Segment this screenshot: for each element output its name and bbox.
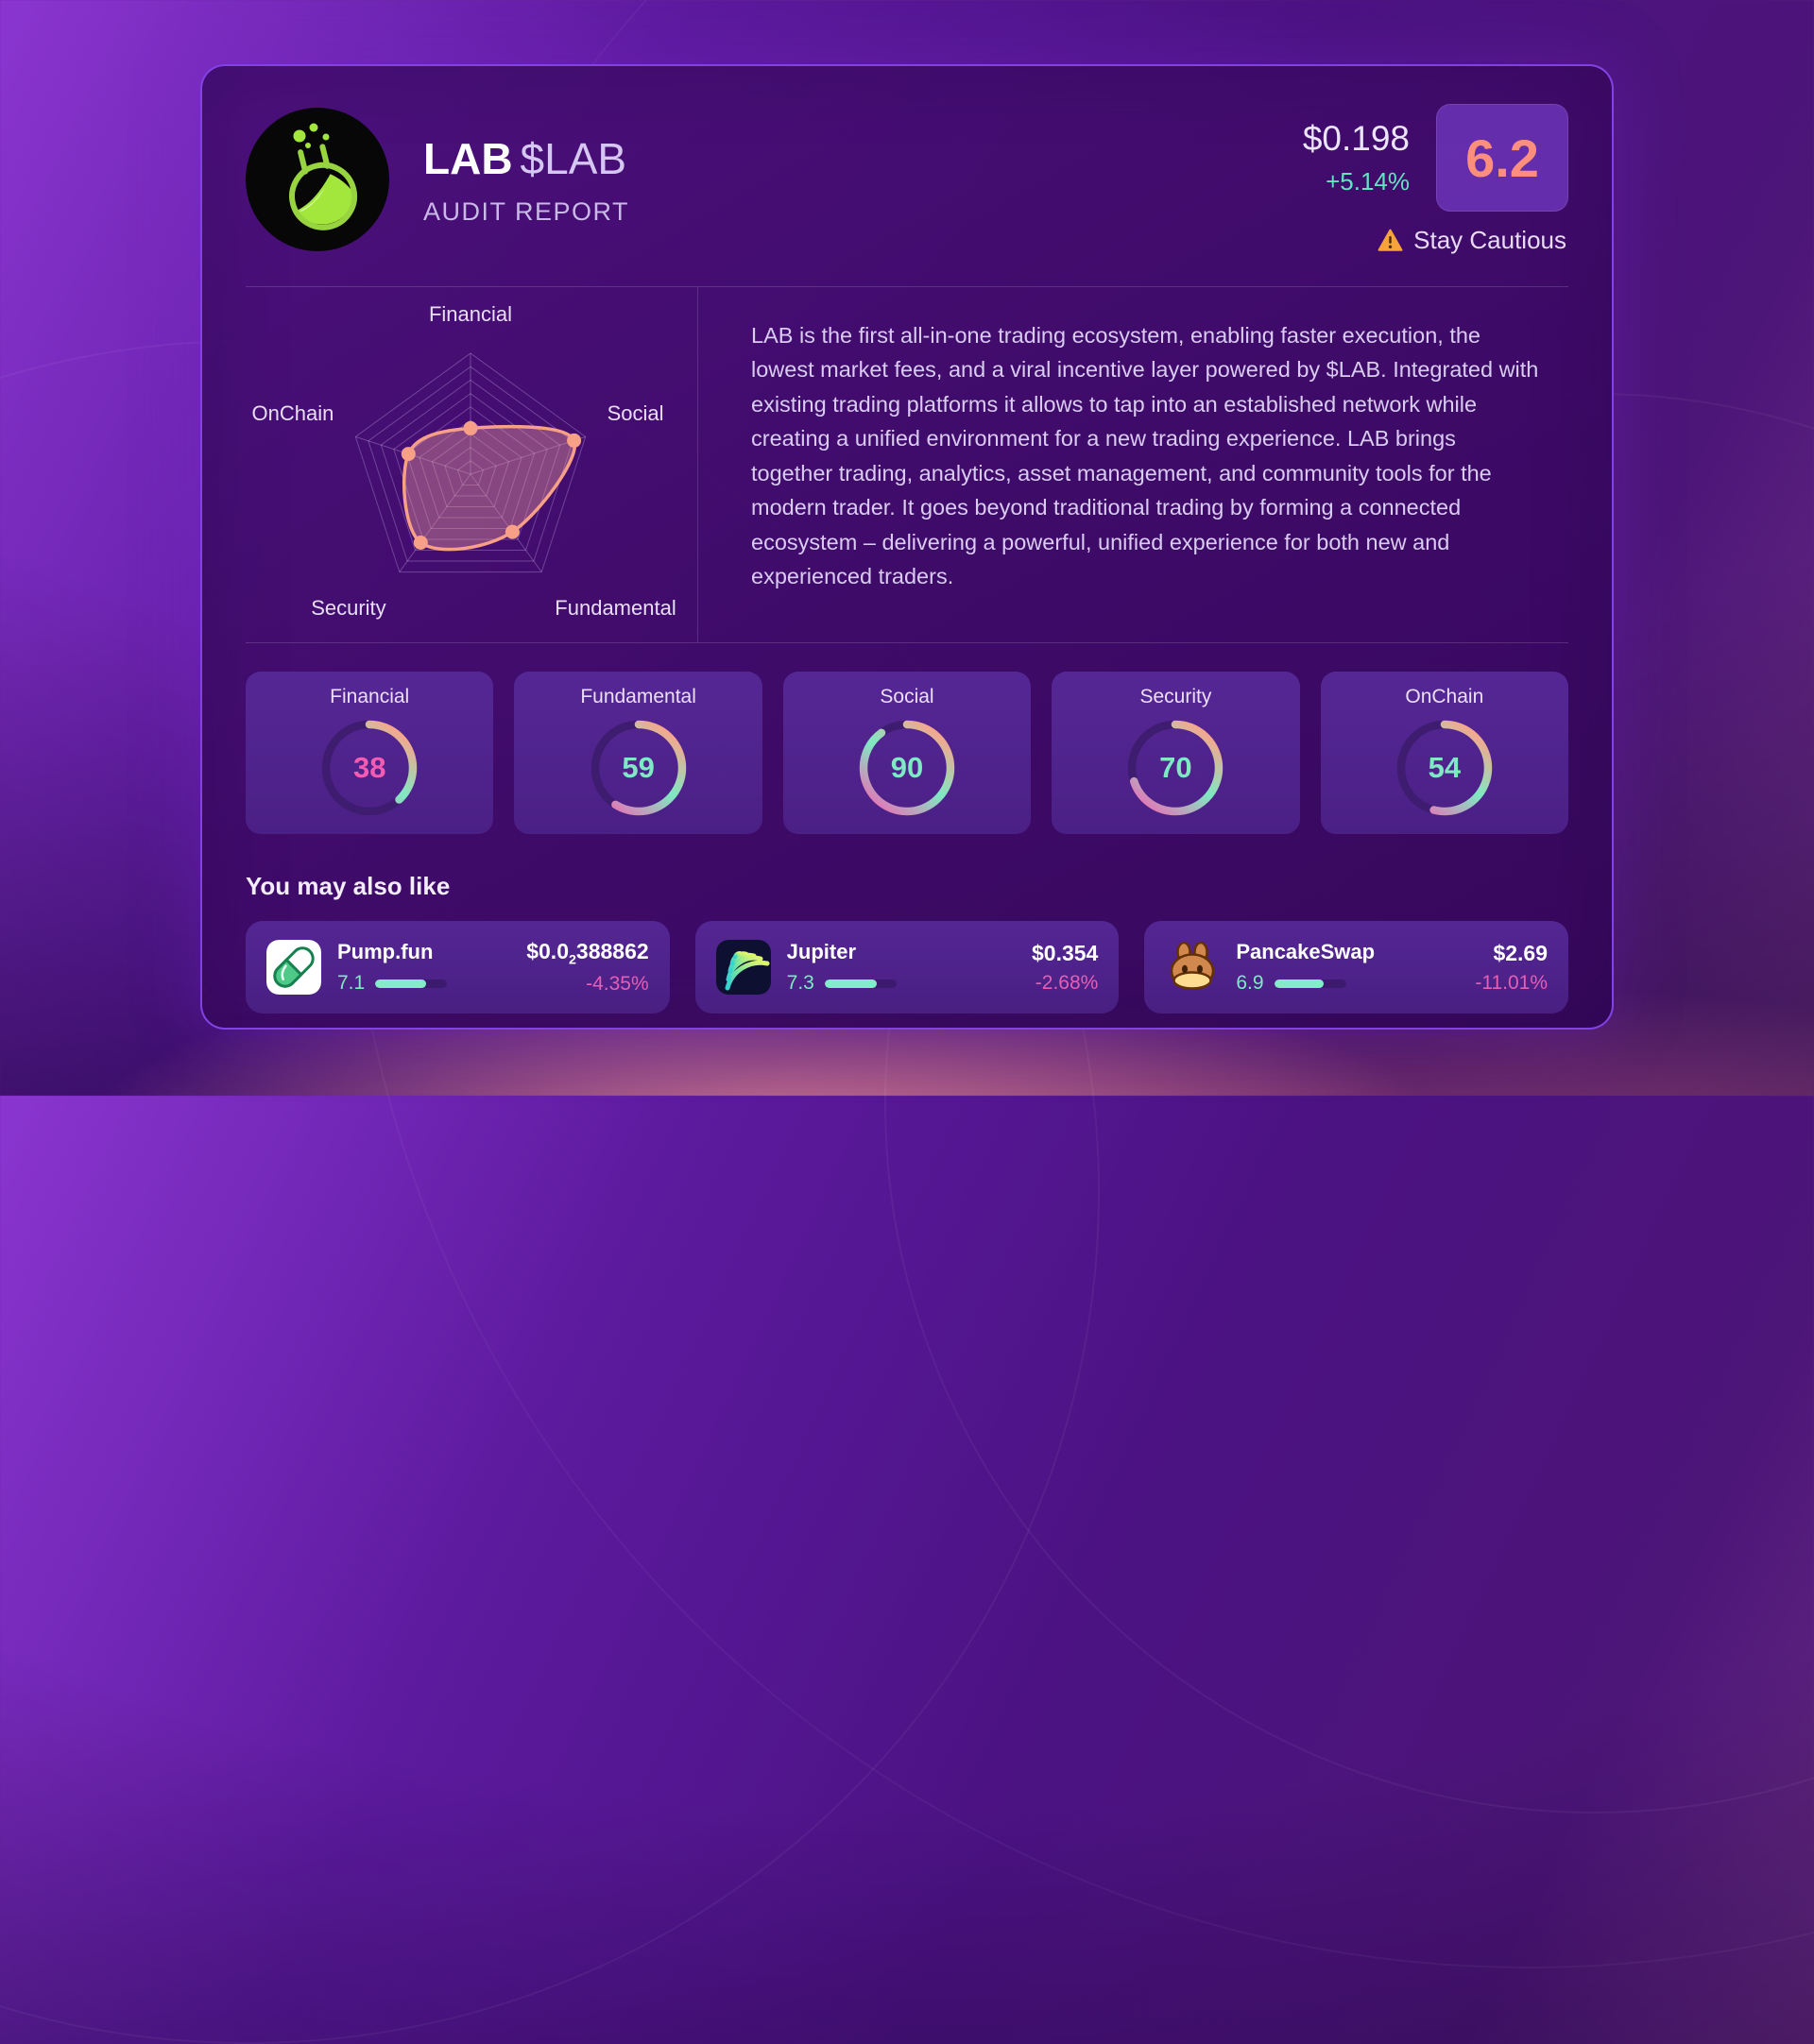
token-change: +5.14% — [1326, 167, 1410, 196]
rating-bar-fill — [375, 979, 427, 988]
gauge-value: 59 — [622, 751, 655, 784]
pancakeswap-icon — [1165, 940, 1220, 995]
radar-axis-label: Security — [311, 596, 385, 620]
suggestions-row: Pump.fun 7.1 $0.02388862 -4.35% Jupiter 7.3 $0… — [246, 921, 1569, 1013]
radar-axis-label: Fundamental — [555, 596, 676, 620]
page-title: LAB $LAB — [423, 133, 629, 184]
suggestion-card-jupiter[interactable]: Jupiter 7.3 $0.354 -2.68% — [694, 921, 1120, 1013]
gauge-label: OnChain — [1405, 686, 1484, 707]
rating-bar-fill — [824, 979, 878, 988]
gauge-card-social: Social 90 — [782, 672, 1032, 834]
radar-axis-label: OnChain — [252, 401, 334, 425]
suggestion-rating: 6.9 — [1236, 972, 1264, 994]
gauge-value: 38 — [352, 751, 386, 784]
suggestion-name: Jupiter — [786, 940, 857, 963]
report-subtitle: AUDIT REPORT — [423, 196, 630, 226]
suggestion-price: $0.354 — [1031, 940, 1099, 965]
gauge-ring: 70 — [1122, 715, 1228, 821]
gauge-card-financial: Financial 38 — [246, 672, 494, 834]
gauge-ring: 38 — [317, 715, 422, 821]
audit-report-card: LAB $LAB AUDIT REPORT $0.198 +5.14% 6.2 — [200, 64, 1614, 1030]
gauge-label: Financial — [330, 686, 410, 707]
suggestion-name: Pump.fun — [337, 940, 434, 963]
gauge-ring: 54 — [1392, 715, 1497, 821]
rating-bar — [375, 979, 448, 988]
suggestion-card-pancakeswap[interactable]: PancakeSwap 6.9 $2.69 -11.01% — [1144, 921, 1569, 1013]
report-header: LAB $LAB AUDIT REPORT $0.198 +5.14% 6.2 — [246, 104, 1568, 255]
token-name: LAB — [423, 133, 513, 183]
flask-icon — [246, 108, 389, 251]
score-value: 6.2 — [1465, 128, 1539, 188]
gauge-label: Security — [1139, 686, 1212, 707]
suggestion-name: PancakeSwap — [1236, 940, 1376, 963]
score-badge: 6.2 — [1436, 104, 1568, 212]
radar-axis-label: Financial — [429, 302, 512, 326]
gauge-card-security: Security 70 — [1052, 672, 1300, 834]
gauge-value: 70 — [1159, 751, 1192, 784]
gauge-ring: 59 — [586, 715, 692, 821]
radar-chart: Financial Social Fundamental Security OnChai… — [252, 302, 676, 620]
jupiter-icon — [715, 940, 771, 995]
suggestion-price: $0.02388862 — [526, 938, 649, 968]
suggestion-change: -4.35% — [586, 973, 649, 996]
gauge-row: Financial 38 Fundamental 59 Social 90 Security… — [246, 672, 1569, 834]
rating-bar — [1274, 979, 1346, 988]
gauge-value: 54 — [1428, 751, 1462, 784]
gauge-card-onchain: OnChain 54 — [1320, 672, 1569, 834]
gauge-label: Fundamental — [580, 686, 696, 707]
suggestion-card-pump-fun[interactable]: Pump.fun 7.1 $0.02388862 -4.35% — [246, 921, 670, 1013]
token-logo — [246, 108, 389, 251]
radar-panel: Financial Social Fundamental Security OnChai… — [246, 287, 698, 642]
radar-axis-label: Social — [608, 401, 664, 425]
token-price: $0.198 — [1302, 119, 1410, 158]
pumpfun-icon — [266, 940, 321, 995]
rating-bar-fill — [1274, 979, 1324, 988]
description-panel: LAB is the first all-in-one trading ecos… — [698, 287, 1568, 642]
gauge-label: Social — [880, 686, 934, 707]
suggestions-heading: You may also like — [246, 872, 451, 900]
suggestion-change: -2.68% — [1035, 971, 1099, 994]
suggestion-change: -11.01% — [1475, 971, 1549, 994]
gauge-value: 90 — [890, 751, 924, 784]
suggestion-rating: 7.1 — [337, 972, 366, 994]
suggestion-rating: 7.3 — [786, 972, 814, 994]
token-ticker: $LAB — [520, 133, 627, 183]
risk-label: Stay Cautious — [1413, 226, 1566, 254]
gauge-ring: 90 — [854, 715, 960, 821]
risk-status: Stay Cautious — [1378, 226, 1566, 255]
warning-icon — [1378, 228, 1403, 253]
suggestion-price: $2.69 — [1493, 940, 1549, 965]
token-description: LAB is the first all-in-one trading ecos… — [751, 323, 1539, 588]
rating-bar — [824, 979, 897, 988]
gauge-card-fundamental: Fundamental 59 — [514, 672, 762, 834]
